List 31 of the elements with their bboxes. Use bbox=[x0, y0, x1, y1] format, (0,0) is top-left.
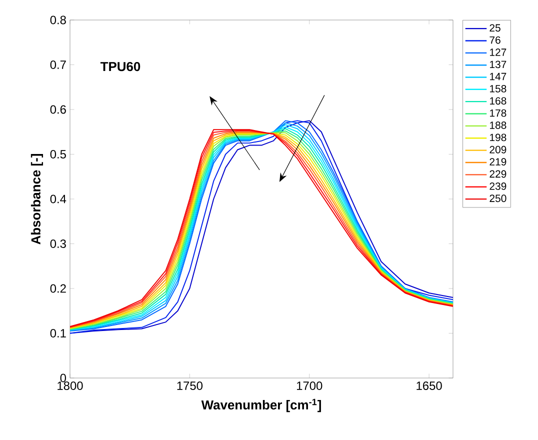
y-tick-label: 0.1 bbox=[50, 329, 66, 338]
y-tick-label: 0.3 bbox=[50, 240, 66, 248]
legend-label: 25 bbox=[490, 24, 500, 32]
y-tick-label: 0.5 bbox=[50, 150, 66, 158]
legend-label: 209 bbox=[490, 146, 506, 154]
x-axis-title: Wavenumber [cm$^{-1}$] bbox=[201, 398, 321, 412]
annotation: TPU60 bbox=[100, 62, 140, 72]
legend-label: 229 bbox=[490, 170, 506, 178]
y-tick-label: 0.7 bbox=[50, 60, 66, 69]
x-tick-label: 1650 bbox=[416, 382, 442, 390]
legend-label: 158 bbox=[490, 85, 506, 92]
y-axis-title: Absorbance [-] bbox=[30, 154, 44, 244]
x-tick-label: 1700 bbox=[296, 382, 322, 390]
y-tick-label: 0 bbox=[60, 374, 66, 382]
legend-label: 198 bbox=[490, 134, 506, 142]
y-tick-label: 0.2 bbox=[50, 284, 66, 293]
legend-label: 147 bbox=[490, 72, 506, 80]
legend-label: 178 bbox=[490, 109, 506, 117]
x-tick-label: 1750 bbox=[177, 382, 203, 390]
legend-label: 168 bbox=[490, 97, 506, 105]
legend-label: 239 bbox=[490, 182, 506, 190]
legend-label: 250 bbox=[490, 194, 506, 202]
legend-label: 76 bbox=[490, 36, 500, 44]
y-tick-label: 0.8 bbox=[50, 16, 66, 24]
y-tick-label: 0.6 bbox=[50, 105, 66, 114]
x-tick-label: 1800 bbox=[58, 382, 83, 390]
y-tick-label: 0.4 bbox=[50, 194, 66, 204]
legend-label: 188 bbox=[490, 122, 506, 129]
legend-label: 219 bbox=[490, 158, 506, 166]
legend-label: 127 bbox=[490, 48, 506, 56]
legend-label: 137 bbox=[490, 60, 506, 68]
